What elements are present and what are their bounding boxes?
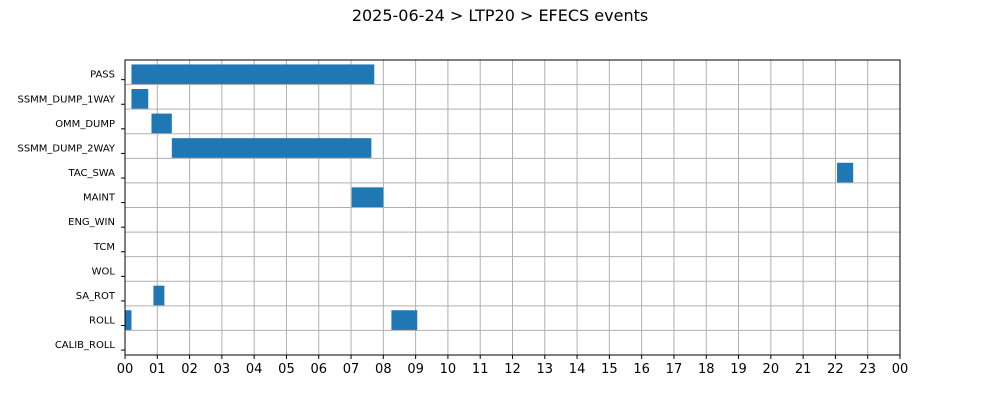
x-tick-label: 13 xyxy=(537,362,554,377)
x-tick-label: 06 xyxy=(310,362,327,377)
x-tick-label: 15 xyxy=(601,362,618,377)
x-tick-label: 09 xyxy=(407,362,424,377)
event-bar xyxy=(171,138,372,158)
y-tick-label: ENG_WIN xyxy=(68,217,115,228)
y-tick-label: SSMM_DUMP_2WAY xyxy=(17,143,115,154)
x-tick-label: 16 xyxy=(633,362,650,377)
x-tick-label: 21 xyxy=(795,362,812,377)
x-tick-label: 00 xyxy=(892,362,909,377)
y-tick-label: PASS xyxy=(90,70,115,81)
y-axis-labels: PASS SSMM_DUMP_1WAY OMM_DUMP SSMM_DUMP_2WAY… xyxy=(17,70,115,351)
y-tick-label: OMM_DUMP xyxy=(55,119,115,130)
y-tick-label: TAC_SWA xyxy=(67,168,115,179)
chart-title: 2025-06-24 > LTP20 > EFECS events xyxy=(351,6,649,25)
event-bar xyxy=(391,310,418,330)
x-tick-label: 18 xyxy=(698,362,715,377)
x-tick-label: 10 xyxy=(440,362,457,377)
event-bars xyxy=(125,64,854,330)
x-tick-label: 02 xyxy=(181,362,198,377)
x-tick-label: 03 xyxy=(214,362,231,377)
grid-lines xyxy=(124,60,901,355)
x-tick-label: 07 xyxy=(343,362,360,377)
x-tick-label: 08 xyxy=(375,362,392,377)
x-tick-label: 00 xyxy=(117,362,134,377)
event-bar xyxy=(131,64,375,85)
x-tick-label: 04 xyxy=(246,362,263,377)
event-bar xyxy=(131,89,149,109)
x-axis-labels: 00 01 02 03 04 05 06 07 08 09 10 11 12 13 14 15 16 17 18 19… xyxy=(117,362,909,377)
x-tick-label: 05 xyxy=(278,362,295,377)
event-bar xyxy=(151,113,172,134)
event-bar xyxy=(125,310,132,330)
y-tick-label: MAINT xyxy=(83,193,116,204)
event-bar xyxy=(351,187,384,208)
y-tick-label: SSMM_DUMP_1WAY xyxy=(17,94,115,105)
x-tick-label: 23 xyxy=(859,362,876,377)
x-tick-label: 11 xyxy=(472,362,489,377)
x-tick-label: 01 xyxy=(149,362,166,377)
axis-ticks xyxy=(121,79,901,359)
x-tick-label: 12 xyxy=(504,362,521,377)
y-tick-label: ROLL xyxy=(89,316,115,327)
x-tick-label: 17 xyxy=(666,362,683,377)
event-bar xyxy=(153,285,165,306)
event-bar xyxy=(837,162,854,183)
y-tick-label: WOL xyxy=(92,266,116,277)
y-tick-label: SA_ROT xyxy=(76,291,116,302)
x-tick-label: 19 xyxy=(730,362,747,377)
x-tick-label: 20 xyxy=(763,362,780,377)
x-tick-label: 22 xyxy=(827,362,844,377)
x-tick-label: 14 xyxy=(569,362,586,377)
y-tick-label: TCM xyxy=(93,242,115,253)
y-tick-label: CALIB_ROLL xyxy=(55,340,116,351)
